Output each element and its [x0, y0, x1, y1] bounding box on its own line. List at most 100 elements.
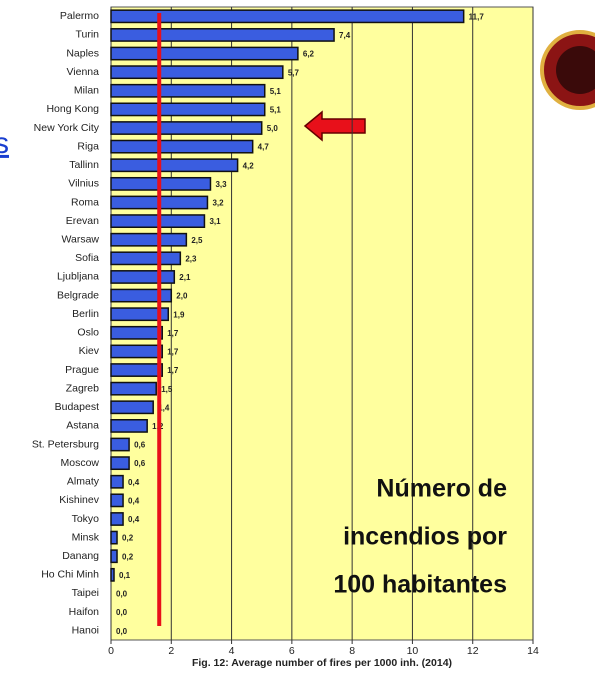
bar [110, 65, 284, 80]
value-label: 0,4 [128, 478, 140, 487]
value-label: 4,7 [258, 143, 270, 152]
bar [110, 325, 163, 340]
value-label: 3,3 [215, 180, 227, 189]
value-label: 0,4 [128, 515, 140, 524]
value-label: 3,2 [212, 199, 224, 208]
value-label: 11,7 [469, 12, 485, 21]
bar [110, 381, 157, 396]
y-tick-label: Prague [65, 364, 99, 376]
value-label: 5,1 [270, 106, 282, 115]
y-tick-label: Ljubljana [57, 271, 99, 283]
y-tick-label: Ho Chi Minh [41, 569, 99, 581]
value-label: 0,6 [134, 441, 146, 450]
bar [110, 270, 176, 284]
y-tick-label: Astana [66, 420, 99, 432]
y-tick-label: Almaty [67, 476, 100, 488]
bar [110, 28, 335, 42]
y-tick-label: St. Petersburg [32, 438, 99, 450]
side-text: s [0, 127, 9, 160]
bar [110, 9, 465, 24]
y-tick-label: Moscow [60, 457, 99, 469]
y-tick-label: Vienna [66, 66, 99, 78]
y-tick-label: Oslo [77, 327, 99, 339]
bar [110, 139, 254, 154]
value-label: 7,4 [339, 31, 351, 40]
bar [110, 400, 154, 415]
value-label: 2,0 [176, 292, 188, 301]
x-tick-label: 8 [349, 645, 355, 657]
value-label: 0,1 [119, 571, 131, 580]
value-label: 1,5 [161, 385, 173, 394]
value-label: 2,1 [179, 273, 191, 282]
value-label: 1,9 [173, 310, 185, 319]
value-label: 1,7 [167, 366, 179, 375]
y-tick-label: Minsk [72, 531, 100, 543]
annotation: incendios por [343, 523, 507, 551]
bar [110, 307, 170, 322]
y-tick-label: Hanoi [72, 624, 99, 636]
x-tick-label: 0 [108, 645, 114, 657]
bar [110, 83, 266, 98]
y-tick-label: Belgrade [57, 289, 99, 301]
y-tick-label: Kishinev [59, 494, 99, 506]
y-tick-label: Erevan [66, 215, 99, 227]
y-tick-label: Taipei [72, 587, 99, 599]
y-tick-label: Palermo [60, 10, 99, 22]
bar [110, 512, 124, 526]
x-tick-label: 14 [527, 645, 539, 657]
bar [110, 288, 173, 303]
bar [110, 102, 266, 117]
x-axis-label: Fig. 12: Average number of fires per 100… [192, 657, 452, 669]
bar [110, 46, 299, 61]
annotation: Número de [376, 475, 507, 503]
bar [110, 530, 118, 545]
bar [110, 456, 130, 471]
y-tick-label: Roma [71, 196, 99, 208]
y-tick-label: Sofia [75, 252, 99, 264]
value-label: 3,1 [209, 217, 221, 226]
value-label: 0,2 [122, 534, 134, 543]
value-label: 4,2 [243, 161, 255, 170]
value-label: 0,0 [116, 590, 128, 599]
x-tick-label: 4 [229, 645, 235, 657]
bar [110, 567, 115, 582]
y-tick-label: Tokyo [72, 513, 100, 525]
value-label: 0,0 [116, 608, 128, 617]
y-tick-label: Milan [74, 85, 99, 97]
bar [110, 437, 130, 452]
value-label: 2,5 [191, 236, 203, 245]
y-tick-label: Haifon [69, 606, 100, 618]
bar [110, 363, 163, 377]
annotation: 100 habitantes [333, 571, 507, 599]
y-tick-label: Warsaw [61, 234, 99, 246]
y-tick-label: Budapest [55, 401, 99, 413]
bar [110, 251, 182, 266]
value-label: 1,4 [158, 403, 170, 412]
bar [110, 158, 239, 173]
value-label: 1,7 [167, 348, 179, 357]
y-tick-label: Hong Kong [46, 103, 99, 115]
bar [110, 474, 124, 489]
y-tick-label: Berlin [72, 308, 99, 320]
y-tick-label: Turin [75, 29, 99, 41]
x-tick-label: 2 [168, 645, 174, 657]
y-tick-label: New York City [34, 122, 100, 134]
value-label: 5,0 [267, 124, 279, 133]
value-label: 6,2 [303, 50, 315, 59]
x-tick-label: 6 [289, 645, 295, 657]
arrow [303, 110, 366, 142]
value-label: 5,1 [270, 87, 282, 96]
bar [110, 549, 118, 564]
x-tick-label: 10 [407, 645, 419, 657]
value-label: 0,4 [128, 496, 140, 505]
value-label: 0,0 [116, 627, 128, 636]
y-tick-label: Naples [66, 47, 99, 59]
value-label: 0,6 [134, 459, 146, 468]
value-label: 5,7 [288, 68, 300, 77]
y-tick-label: Tallinn [69, 159, 99, 171]
bar [110, 419, 148, 433]
bar [110, 232, 188, 247]
x-tick-label: 12 [467, 645, 479, 657]
bar [110, 493, 124, 508]
value-label: 1,7 [167, 329, 179, 338]
